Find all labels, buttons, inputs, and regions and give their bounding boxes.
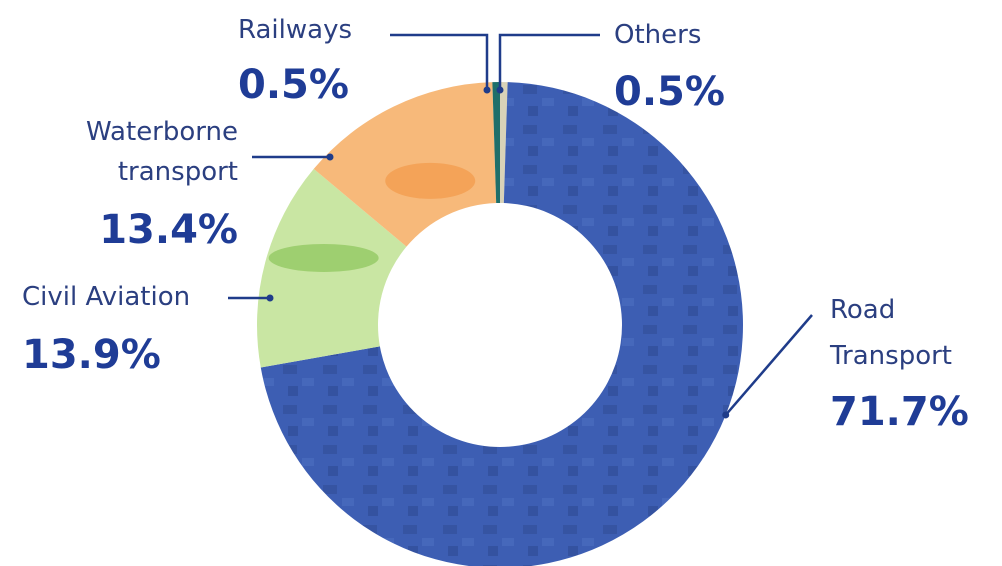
slice-label-waterborne-transport-line-1: Waterborne <box>86 117 238 147</box>
slice-label-waterborne-transport-line-2: transport <box>118 157 238 187</box>
leader-dot-civil-aviation <box>266 294 274 302</box>
slice-label-road-transport-line-1: Road <box>830 295 895 325</box>
leader-dot-waterborne-transport <box>326 153 334 161</box>
slice-road-transport <box>260 82 743 566</box>
data-label-road-transport: 71.7% <box>830 389 969 435</box>
data-label-railways: 0.5% <box>238 62 349 108</box>
slice-others <box>500 82 508 204</box>
slice-railways <box>492 82 500 204</box>
data-label-others: 0.5% <box>614 69 725 115</box>
leader-line-road-transport <box>724 314 813 416</box>
slice-label-road-transport-line-2: Transport <box>829 341 952 371</box>
slice-waterborne-transport <box>313 82 497 247</box>
waterborne-texture-mark <box>385 162 476 199</box>
aviation-texture-mark <box>268 243 379 272</box>
leader-line-others <box>498 33 600 90</box>
leader-line-railways <box>390 33 489 90</box>
slice-label-civil-aviation: Civil Aviation <box>22 282 190 312</box>
leader-dot-road-transport <box>722 411 730 419</box>
slice-label-railways: Railways <box>238 15 352 45</box>
slice-label-others: Others <box>614 20 701 50</box>
data-label-waterborne-transport: 13.4% <box>99 207 238 253</box>
leader-dot-railways <box>483 86 491 94</box>
leader-dot-others <box>496 86 504 94</box>
data-label-civil-aviation: 13.9% <box>22 332 161 378</box>
